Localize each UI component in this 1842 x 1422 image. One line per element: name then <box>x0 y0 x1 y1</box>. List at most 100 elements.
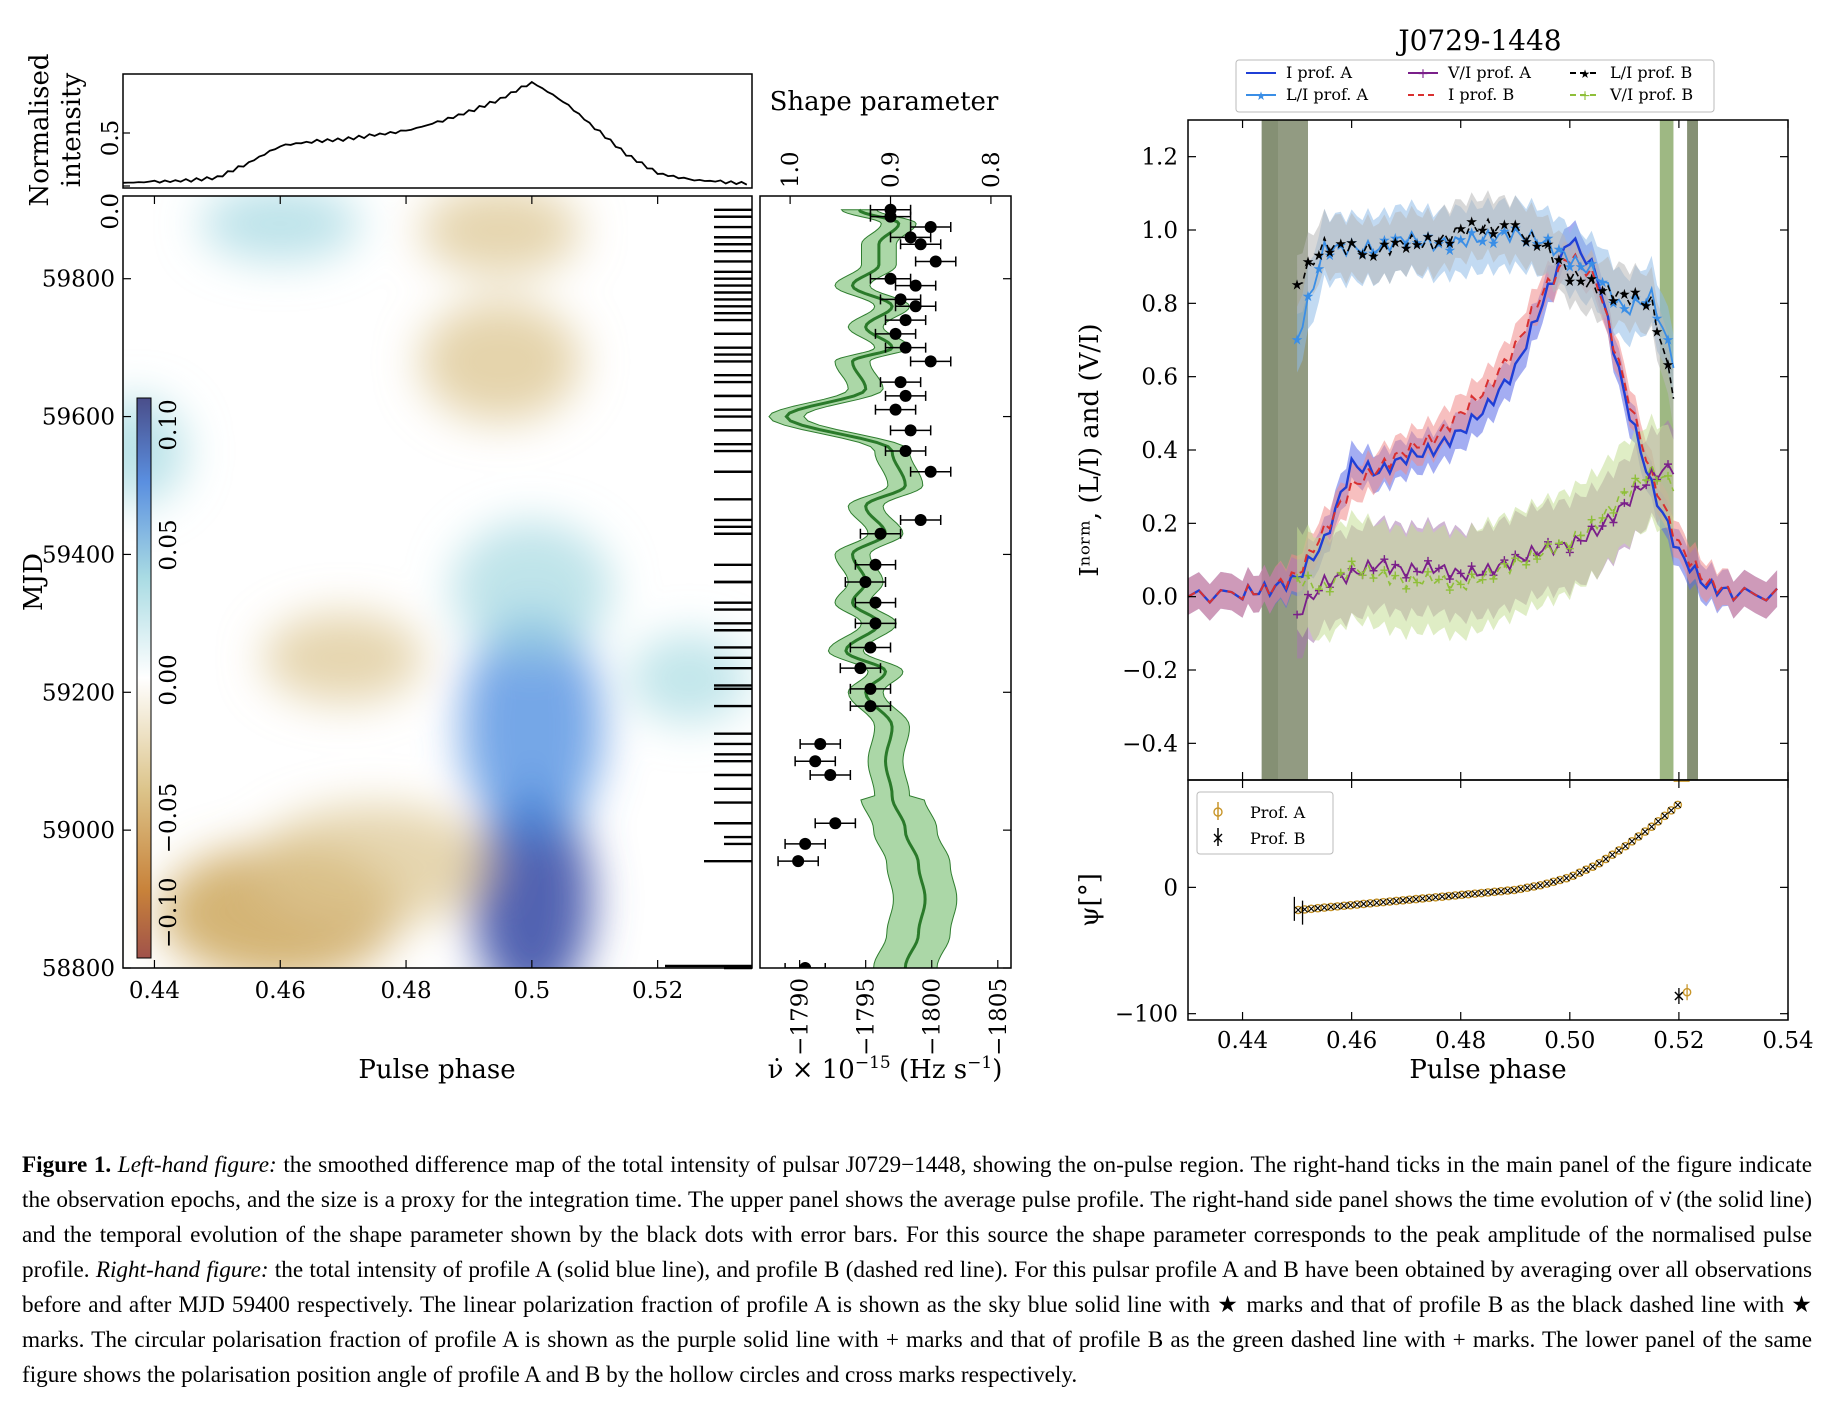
pa-point-B-10 <box>1360 900 1368 908</box>
legend-label-0: I prof. A <box>1286 63 1352 82</box>
pol-ytick-label-6: 0.8 <box>1141 291 1178 317</box>
series-marker-5-66 <box>1653 476 1662 485</box>
polarisation-legend: I prof. A ★ L/I prof. A + V/I prof. A I prof.… <box>1235 59 1715 113</box>
series-marker-2-40: ★ <box>1509 221 1522 237</box>
series-marker-3-26: ★ <box>1433 234 1446 250</box>
series-marker-5-58 <box>1609 508 1618 517</box>
series-marker-4-60 <box>1620 498 1629 507</box>
shape-point-21 <box>899 389 912 402</box>
pa-point-B-20 <box>1425 894 1433 902</box>
masked-band-1 <box>1278 120 1308 780</box>
series-marker-5-12 <box>1358 571 1367 580</box>
series-marker-4-30 <box>1456 569 1465 578</box>
series-marker-2-36: ★ <box>1487 236 1500 252</box>
pa-point-B-9 <box>1353 901 1361 908</box>
caption-text-1: the smoothed difference map of the total… <box>22 1152 1812 1283</box>
side-panel-content <box>768 203 958 968</box>
legend-label-5: V/I prof. B <box>1609 85 1693 104</box>
series-marker-3-60: ★ <box>1618 287 1631 303</box>
series-marker-2-42: ★ <box>1520 235 1533 251</box>
pa-point-B-57 <box>1667 806 1675 814</box>
pa-ylabel: ψ[°] <box>1075 873 1105 927</box>
series-marker-3-44: ★ <box>1531 239 1544 255</box>
series-marker-5-6 <box>1325 587 1334 596</box>
difference-map-panel: −0.10 −0.05 0.00 0.05 0.10 0.44 0.46 0.48 0… <box>19 195 753 1085</box>
series-marker-3-62: ★ <box>1629 285 1642 301</box>
pa-point-B-6 <box>1334 902 1341 910</box>
series-marker-5-8 <box>1336 568 1345 577</box>
series-marker-3-68: ★ <box>1662 357 1675 373</box>
pa-point-B-18 <box>1412 895 1420 903</box>
pol-ytick-label-1: −0.2 <box>1122 658 1178 684</box>
series-marker-5-38 <box>1500 559 1509 568</box>
shape-point-6 <box>814 737 827 750</box>
side-panel-title: Shape parameter <box>770 87 999 117</box>
heatmap-xtick-label-4: 0.52 <box>632 978 683 1004</box>
pa-point-B-32 <box>1504 887 1512 894</box>
side-bottom-tick-label-2: −1800 <box>920 978 946 1056</box>
series-marker-2-0: ★ <box>1291 333 1304 349</box>
pa-legend-marker-0 <box>1213 807 1223 817</box>
series-marker-3-6: ★ <box>1324 245 1337 261</box>
series-marker-2-48: ★ <box>1553 242 1566 258</box>
pa-outlier-B <box>1674 991 1684 1001</box>
series-marker-3-0: ★ <box>1291 278 1304 294</box>
series-marker-2-52: ★ <box>1574 259 1587 275</box>
series-marker-5-0 <box>1293 573 1302 582</box>
series-marker-5-60 <box>1620 487 1629 496</box>
legend-label-3: I prof. B <box>1448 85 1514 104</box>
series-band-5 <box>1297 413 1674 643</box>
shape-point-2 <box>799 837 812 850</box>
series-line-1 <box>1188 252 1778 604</box>
pa-legend: Prof. A Prof. B <box>1196 791 1334 855</box>
series-marker-5-2 <box>1304 571 1312 580</box>
shape-point-11 <box>869 617 882 630</box>
caption-label: Figure 1. <box>22 1152 112 1178</box>
pa-point-B-55 <box>1654 817 1662 825</box>
shape-point-9 <box>854 662 867 675</box>
pa-point-A-49 <box>1614 846 1624 855</box>
pa-xtick-label-1: 0.46 <box>1326 1028 1377 1054</box>
heatmap-blob-6 <box>419 300 581 423</box>
series-marker-2-50: ★ <box>1564 259 1577 275</box>
heatmap-xtick-label-1: 0.46 <box>255 978 306 1004</box>
series-marker-5-10 <box>1347 557 1356 566</box>
pa-point-A-54 <box>1647 822 1656 832</box>
pa-point-B-26 <box>1464 890 1472 898</box>
shape-point-22 <box>894 376 907 389</box>
series-marker-3-34: ★ <box>1476 223 1489 239</box>
figure-1: 0.0 0.5 Normalised intensity −0.10 −0.05… <box>19 24 1814 1085</box>
caption-right-heading: Right-hand figure: <box>95 1257 269 1283</box>
pa-point-B-28 <box>1478 889 1485 897</box>
series-marker-4-58 <box>1609 518 1618 527</box>
series-marker-3-48: ★ <box>1553 253 1566 269</box>
pa-point-A-55 <box>1653 816 1663 826</box>
shape-point-16 <box>914 513 927 526</box>
legend-marker-2: + <box>1417 66 1429 82</box>
shape-point-26 <box>899 314 912 327</box>
shape-point-30 <box>884 272 897 285</box>
series-marker-4-56 <box>1598 521 1607 530</box>
series-marker-2-26: ★ <box>1433 237 1446 253</box>
profile-ytick-1: 0.5 <box>98 120 124 157</box>
series-marker-5-4 <box>1314 585 1323 594</box>
series-marker-5-36 <box>1489 574 1498 583</box>
heatmap-blob-7 <box>419 196 581 276</box>
pa-point-B-51 <box>1628 837 1636 845</box>
shape-point-10 <box>864 641 877 654</box>
pa-point-B-25 <box>1458 891 1466 899</box>
shape-point-18 <box>899 445 912 458</box>
shape-point-31 <box>929 255 942 268</box>
series-marker-5-32 <box>1467 570 1476 579</box>
pa-panel-content <box>1293 780 1692 1004</box>
figure-caption: Figure 1. Left-hand figure: the smoothed… <box>22 1148 1812 1393</box>
series-marker-3-22: ★ <box>1411 237 1424 253</box>
pa-point-A-47 <box>1601 854 1611 864</box>
series-line-3 <box>1296 217 1675 399</box>
pa-point-B-33 <box>1510 886 1518 894</box>
pa-point-B-11 <box>1366 899 1374 907</box>
pa-point-A-52 <box>1634 832 1643 841</box>
series-marker-4-26 <box>1434 564 1443 573</box>
pol-ytick-label-2: 0.0 <box>1141 585 1178 611</box>
figure-canvas: 0.0 0.5 Normalised intensity −0.10 −0.05… <box>19 24 1814 1085</box>
